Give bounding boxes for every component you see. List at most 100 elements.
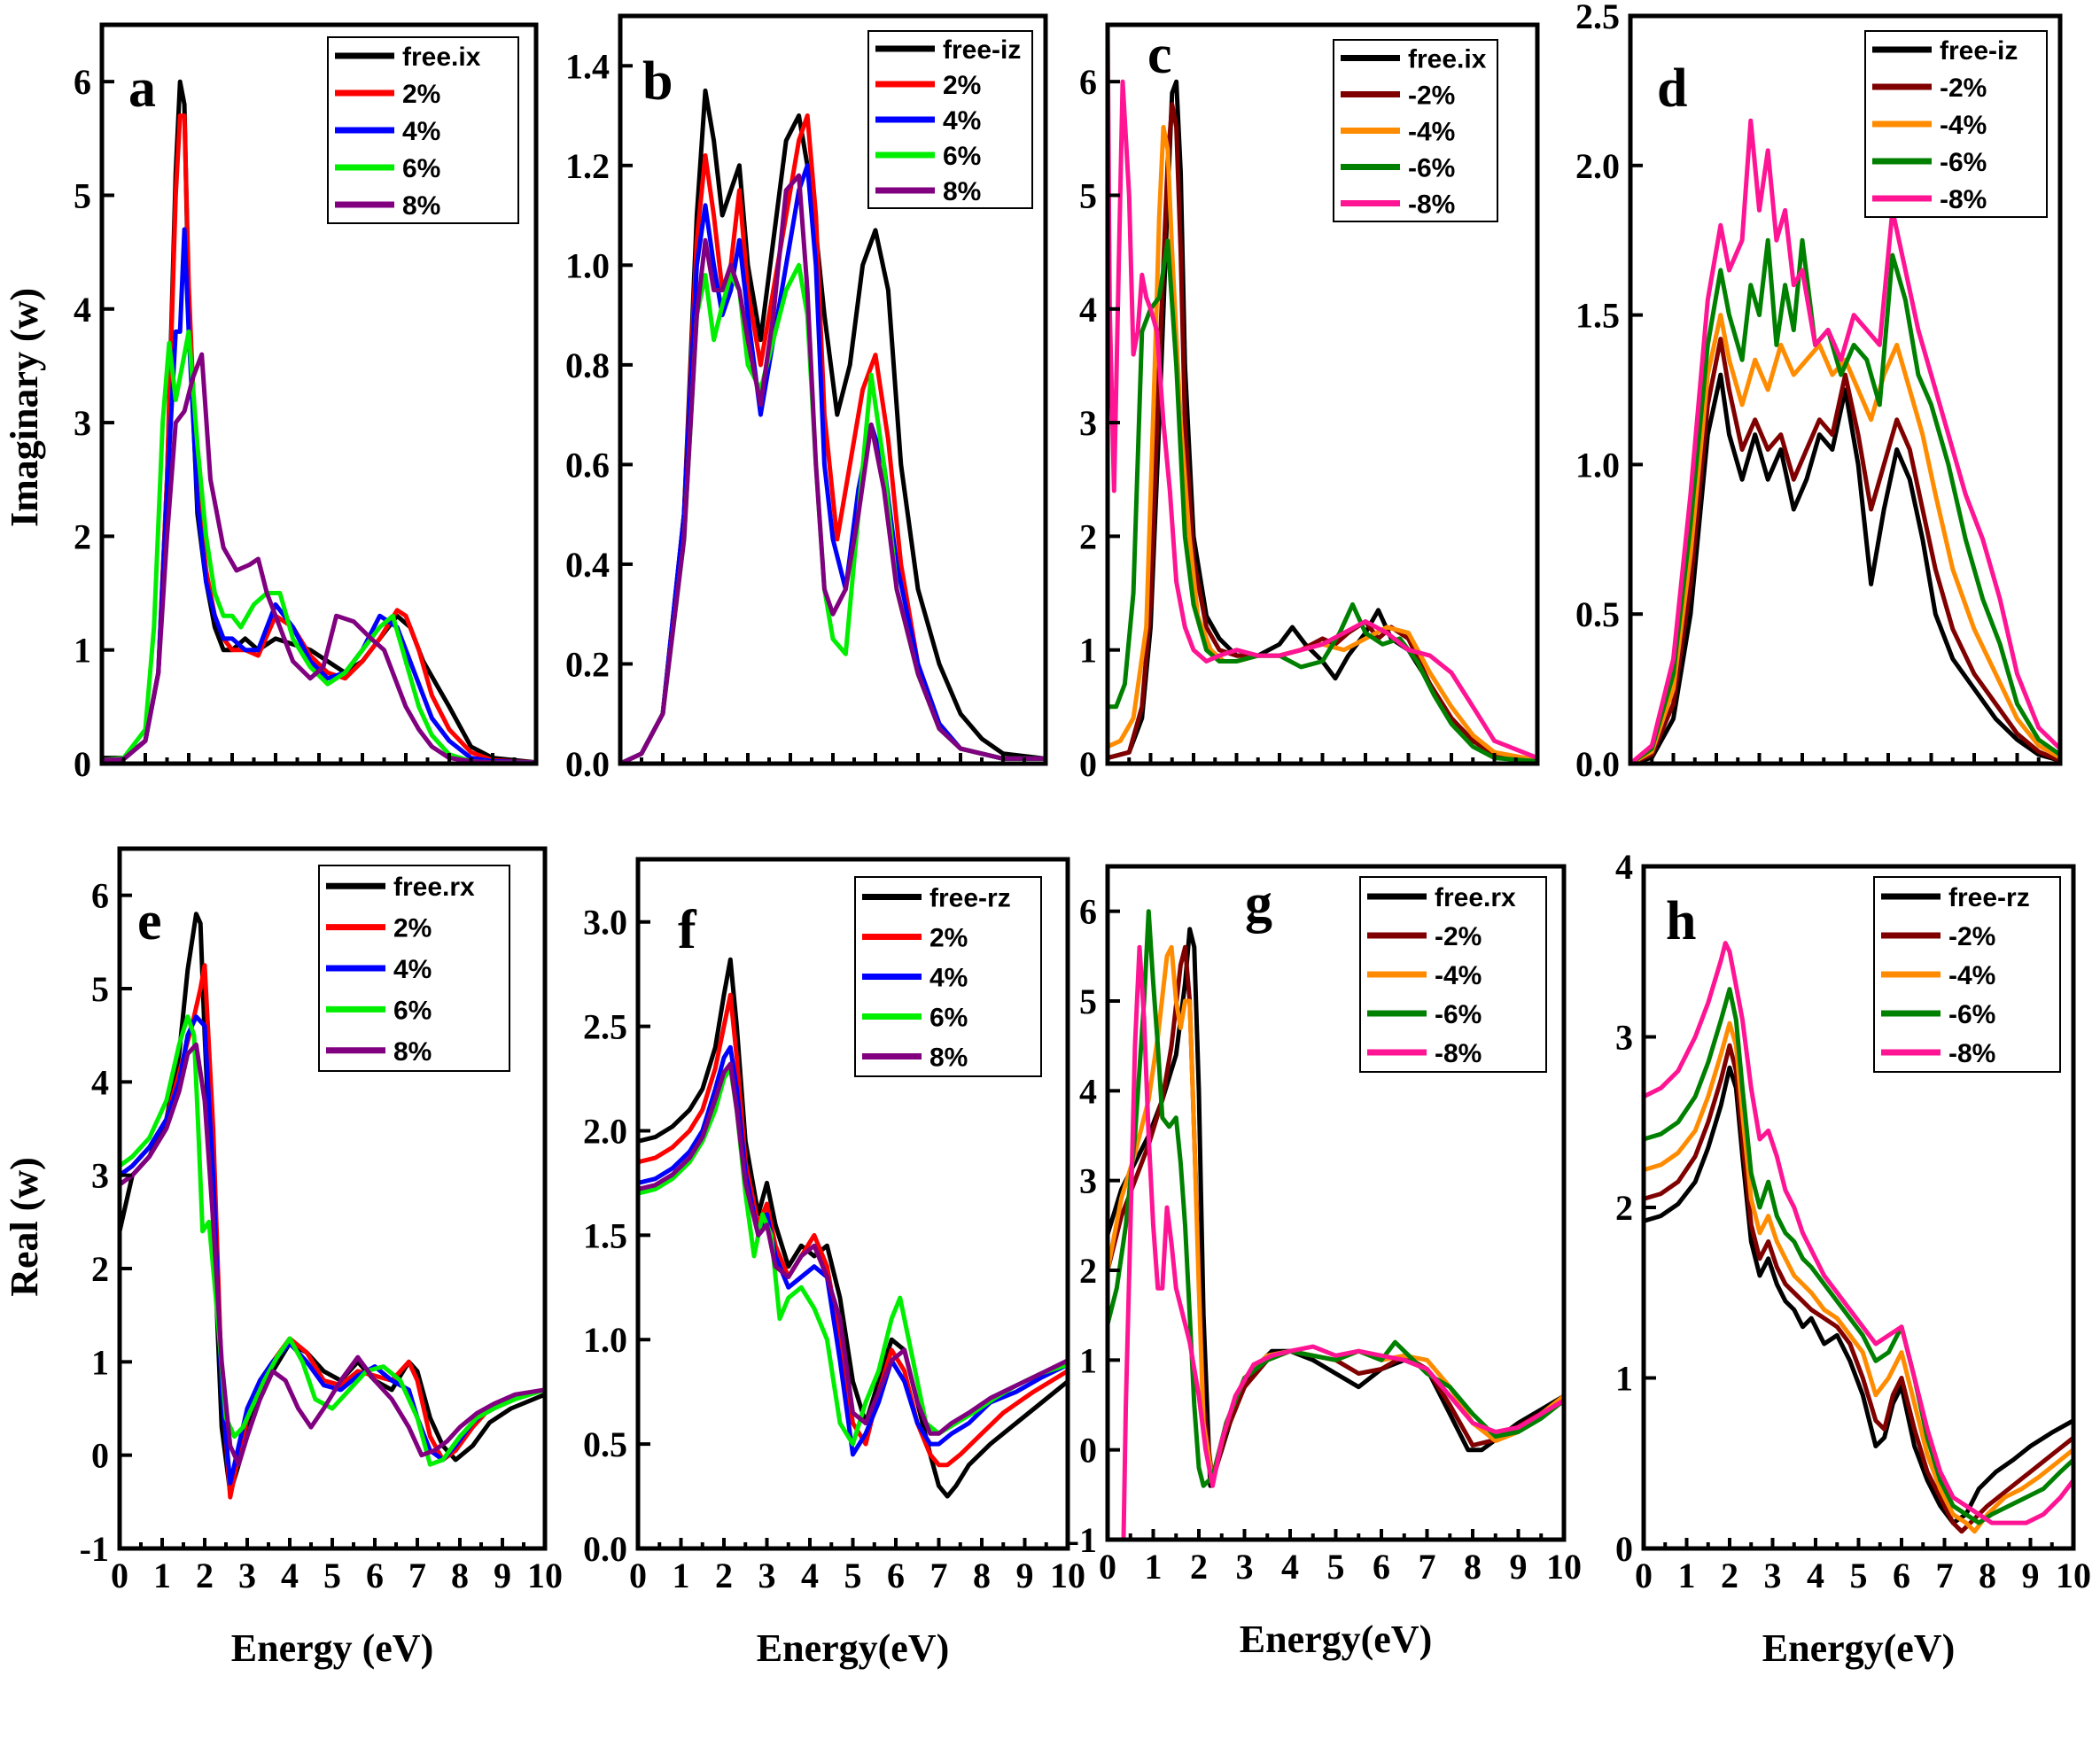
panel-g-series-4-line xyxy=(1121,944,1564,1540)
panel-g-xtick-label: 6 xyxy=(1373,1547,1390,1587)
panel-g-x-axis-title: Energy(eV) xyxy=(1240,1618,1433,1661)
panel-a-legend-label-4: 8% xyxy=(402,191,440,221)
panel-g-xtick-label: 8 xyxy=(1464,1547,1482,1587)
panel-e-series-group xyxy=(120,912,545,1500)
panel-b-ytick-label: 0.2 xyxy=(565,644,610,684)
panel-f-xtick-label: 9 xyxy=(1016,1556,1034,1595)
panel-b-ytick-label: 1.2 xyxy=(565,146,610,186)
panel-g-legend-label-0: free.rx xyxy=(1435,883,1516,912)
panel-c-series-4-line xyxy=(1108,25,1537,761)
panel-a-ytick-label: 5 xyxy=(74,175,91,215)
panel-h-xtick-label: 2 xyxy=(1721,1556,1738,1595)
panel-h-xtick-label: 8 xyxy=(1979,1556,1996,1595)
panel-a-series-3-line xyxy=(102,329,536,764)
panel-h-xtick-label: 7 xyxy=(1936,1556,1954,1595)
panel-f-series-4-line xyxy=(638,1061,1068,1436)
panel-b-series-4-line xyxy=(620,173,1046,764)
panel-d: 0.0 0.5 1.0 1.5 2.0 2.5 d free-iz -2% -4% -6% -8% xyxy=(1575,0,2063,784)
panel-f-ytick-label: 1.5 xyxy=(583,1215,627,1255)
panel-e-ytick-label: 1 xyxy=(91,1342,109,1382)
panel-e-ytick-label: 5 xyxy=(91,969,109,1009)
panel-f-xtick-label: 1 xyxy=(673,1556,690,1595)
panel-a-ytick-label: 3 xyxy=(74,403,91,443)
panel-h-series-3-line xyxy=(1644,987,2073,1525)
panel-f-ytick-label: 1.0 xyxy=(583,1320,627,1360)
panel-g-xtick-label: 2 xyxy=(1190,1547,1208,1587)
panel-a-ytick-label: 2 xyxy=(74,516,91,556)
panel-f-ytick-label: 2.0 xyxy=(583,1111,627,1151)
panel-d-ytick-label: 1.0 xyxy=(1575,445,1620,485)
panel-g-legend: free.rx -2% -4% -6% -8% xyxy=(1359,876,1547,1073)
panel-h-xtick-label: 0 xyxy=(1635,1556,1653,1595)
panel-a-letter: a xyxy=(128,58,156,119)
panel-h-legend-label-1: -2% xyxy=(1948,922,1995,951)
panel-f-legend-label-4: 8% xyxy=(929,1044,968,1073)
panel-h-letter: h xyxy=(1666,891,1696,951)
panel-h-xtick-label: 1 xyxy=(1678,1556,1696,1595)
panel-f-ytick-label: 0.0 xyxy=(583,1529,627,1569)
panel-c: 0 1 2 3 4 5 6 c free.ix -2% -4% -6% -8% xyxy=(1079,22,1540,784)
panel-g-legend-label-3: -6% xyxy=(1435,1000,1482,1029)
panel-e-letter: e xyxy=(137,891,162,951)
panel-h-xtick-label: 5 xyxy=(1850,1556,1868,1595)
panel-c-series-group xyxy=(1108,25,1537,764)
panel-b: 0.0 0.2 0.4 0.6 0.8 1.0 1.2 1.4 b free-iz 2% 4% 6% 8% xyxy=(565,13,1048,784)
panel-f: 0.0 0.5 1.0 1.5 2.0 2.5 3.0 0 1 2 3 4 5 6 7 8 9 10 Energy(… xyxy=(583,857,1085,1670)
panel-c-legend-label-0: free.ix xyxy=(1408,45,1487,74)
panel-e-ytick-label: 6 xyxy=(91,876,109,916)
panel-e-ytick-label: 0 xyxy=(91,1436,109,1476)
panel-b-legend-label-1: 2% xyxy=(943,71,981,100)
panel-g-series-1-line xyxy=(1108,944,1564,1484)
panel-f-series-2-line xyxy=(638,1044,1068,1457)
panel-h-series-0-line xyxy=(1644,1065,2073,1525)
panel-g-ytick-label: 3 xyxy=(1079,1161,1097,1201)
panel-c-ytick-label: 0 xyxy=(1079,744,1097,784)
panel-g-ytick-label: 0 xyxy=(1079,1431,1097,1471)
panel-h-xtick-label: 9 xyxy=(2022,1556,2040,1595)
y-axis-title-real: Real (w) xyxy=(3,1157,46,1297)
panel-f-legend-label-1: 2% xyxy=(929,924,968,953)
panel-e-ytick-label: 3 xyxy=(91,1156,109,1196)
panel-e-xtick-label: 6 xyxy=(366,1556,384,1595)
panel-g-ytick-label: 4 xyxy=(1079,1071,1097,1111)
panel-e-xtick-label: 4 xyxy=(281,1556,299,1595)
panel-h-legend-label-2: -4% xyxy=(1948,961,1995,990)
panel-c-ytick-label: 2 xyxy=(1079,516,1097,556)
panel-b-letter: b xyxy=(642,51,673,112)
panel-e-ytick-label: -1 xyxy=(80,1529,109,1569)
panel-h-legend-label-4: -8% xyxy=(1948,1039,1995,1068)
panel-f-legend: free-rz 2% 4% 6% 8% xyxy=(854,876,1042,1077)
panel-b-ytick-label: 0.4 xyxy=(565,545,610,585)
panel-a-series-2-line xyxy=(102,227,536,764)
panel-e-xtick-label: 10 xyxy=(527,1556,563,1595)
panel-a-legend: free.ix 2% 4% 6% 8% xyxy=(327,36,519,224)
panel-b-ytick-label: 0.8 xyxy=(565,345,610,385)
panel-g-xtick-label: 0 xyxy=(1099,1547,1116,1587)
panel-g-legend-label-1: -2% xyxy=(1435,922,1482,951)
panel-h-ytick-label: 1 xyxy=(1615,1359,1633,1399)
panel-d-series-group xyxy=(1630,118,2060,764)
panel-h-xtick-label: 3 xyxy=(1764,1556,1782,1595)
panel-c-legend-label-4: -8% xyxy=(1408,190,1455,220)
panel-e-xtick-label: 1 xyxy=(153,1556,171,1595)
panel-h-legend: free-rz -2% -4% -6% -8% xyxy=(1873,876,2061,1073)
panel-e-xtick-label: 9 xyxy=(494,1556,511,1595)
panel-d-ytick-label: 0.5 xyxy=(1575,594,1620,634)
panel-e-xtick-label: 8 xyxy=(451,1556,469,1595)
panel-d-series-2-line xyxy=(1630,313,2060,764)
panel-e-legend-label-0: free.rx xyxy=(393,873,475,902)
panel-c-ytick-label: 6 xyxy=(1079,62,1097,102)
panel-g-legend-label-2: -4% xyxy=(1435,961,1482,990)
panel-h-series-1-line xyxy=(1644,1043,2073,1534)
panel-e-ytick-label: 4 xyxy=(91,1062,109,1102)
panel-h-xtick-label: 10 xyxy=(2056,1556,2091,1595)
panel-h-series-group xyxy=(1644,941,2073,1534)
panel-c-ytick-label: 3 xyxy=(1079,403,1097,443)
panel-d-letter: d xyxy=(1657,58,1687,119)
panel-e-xtick-label: 0 xyxy=(111,1556,128,1595)
panel-a-series-group xyxy=(102,79,536,764)
panel-e-xtick-label: 5 xyxy=(323,1556,341,1595)
panel-g-series-group xyxy=(1108,909,1564,1540)
